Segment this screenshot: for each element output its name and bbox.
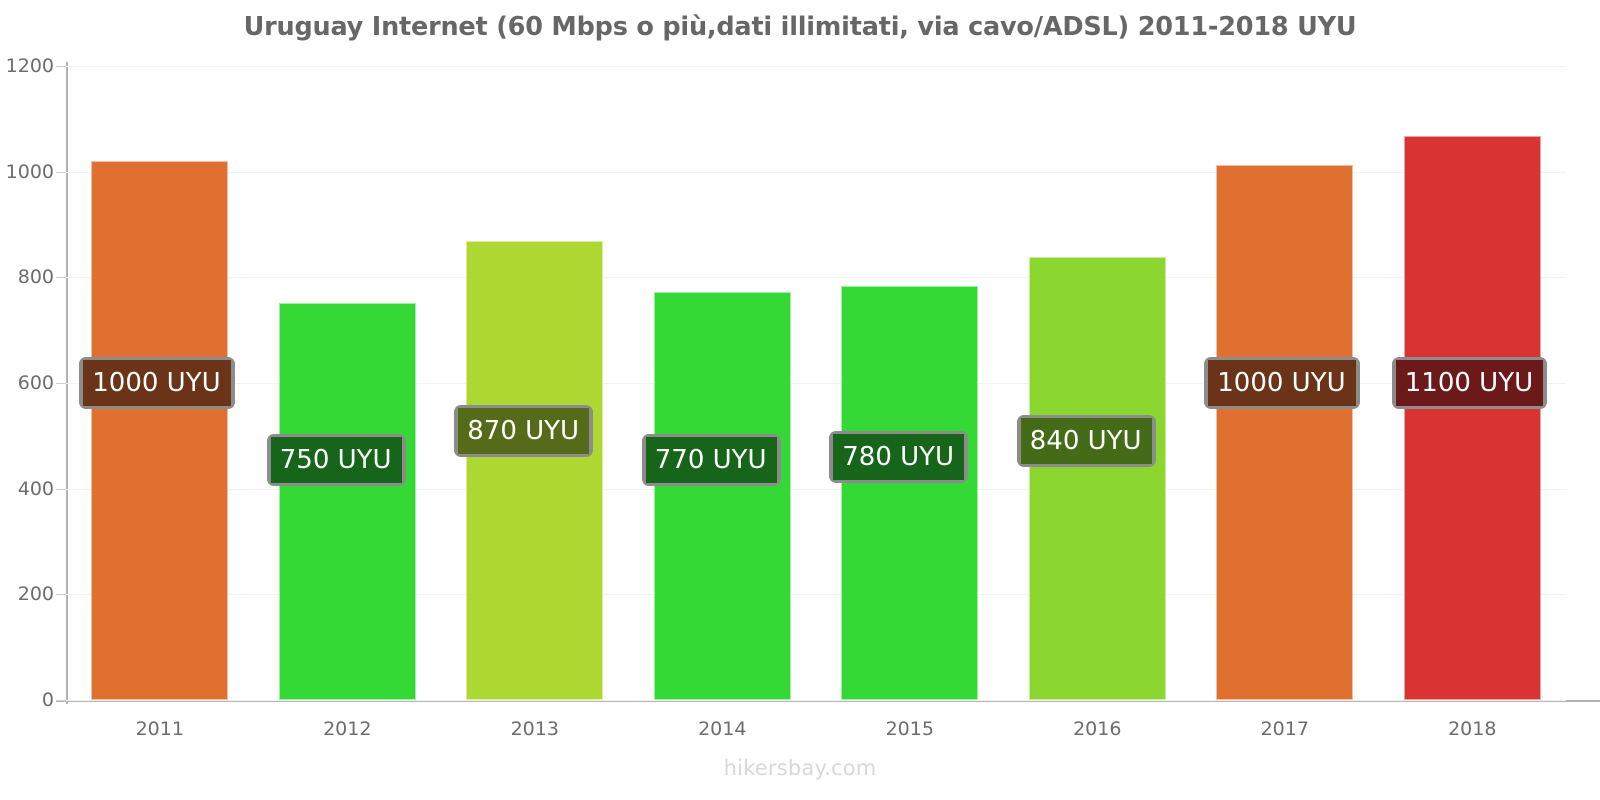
bar-rect [1216,165,1354,700]
x-axis-tick-label-2016: 2016 [1073,718,1122,740]
bar-value-text: 1000 UYU [1208,360,1356,406]
y-tick-mark [56,488,66,490]
bar-2017[interactable] [1216,165,1354,700]
y-tick-mark [56,277,66,279]
bar-rect [466,241,604,700]
y-gridline [66,594,1566,596]
y-axis-tick-label: 1200 [5,55,54,77]
y-axis-tick-label: 400 [17,477,54,500]
bar-value-label-2015: 780 UYU [829,430,969,483]
y-tick-mark [56,383,66,384]
bar-value-text: 1000 UYU [83,360,231,406]
y-axis-tick-label: 1000 [5,160,54,183]
y-gridline [66,171,1566,173]
x-axis-tick-label-2014: 2014 [698,718,747,740]
bar-rect [841,286,979,700]
bar-2018[interactable] [1403,136,1541,700]
x-axis-tick-label-2013: 2013 [510,718,559,740]
y-gridline [66,700,1566,701]
plot-area: 0 200 400 600 800 1000 1200 1000 UYU 750 UYU 870 … [6,55,1566,711]
bar-2014[interactable] [653,292,791,700]
chart-title: Uruguay Internet (60 Mbps o più,dati ill… [243,12,1357,42]
x-axis-line [56,700,1600,702]
bar-value-text: 750 UYU [270,436,402,483]
y-axis-tick-label: 800 [17,266,54,289]
y-gridline [66,383,1566,384]
bar-2015[interactable] [841,286,979,700]
x-axis-tick-label-2017: 2017 [1260,718,1309,740]
y-tick-mark [56,171,66,173]
x-axis-tick-label-2012: 2012 [323,718,372,740]
y-axis-tick-label: 0 [41,689,54,711]
bar-rect [1403,136,1541,700]
bar-value-text: 1100 UYU [1395,360,1544,406]
y-gridline [66,488,1566,490]
bar-value-text: 780 UYU [833,433,965,480]
bar-2016[interactable] [1028,257,1166,700]
y-gridline [66,66,1566,67]
bar-value-label-2018: 1100 UYU [1391,357,1548,409]
bar-rect [278,302,416,700]
bar-2013[interactable] [466,241,604,700]
y-axis-tick-label: 200 [17,583,54,606]
bar-value-label-2014: 770 UYU [641,433,781,486]
bar-rect [91,161,229,700]
bar-rect [1028,257,1166,700]
y-axis-tick-label: 600 [17,372,54,394]
bar-value-text: 770 UYU [645,436,777,483]
bar-2011[interactable] [91,161,229,700]
y-tick-mark [56,594,66,596]
bar-rect [653,292,791,700]
bar-value-label-2012: 750 UYU [266,433,406,486]
bar-value-label-2011: 1000 UYU [79,357,235,409]
bar-2012[interactable] [278,302,416,700]
x-axis-tick-label-2018: 2018 [1448,718,1497,740]
bar-value-label-2017: 1000 UYU [1204,357,1360,409]
y-tick-mark [56,66,66,67]
bar-value-label-2016: 840 UYU [1016,415,1156,468]
bar-value-text: 840 UYU [1020,418,1152,465]
bar-value-label-2013: 870 UYU [454,404,594,457]
x-axis-tick-label-2011: 2011 [135,718,184,740]
y-tick-mark [56,700,66,701]
x-axis-tick-label-2015: 2015 [885,718,934,740]
y-gridline [66,277,1566,279]
footer-source: hikersbay.com [723,756,877,780]
bar-value-text: 870 UYU [458,407,590,454]
